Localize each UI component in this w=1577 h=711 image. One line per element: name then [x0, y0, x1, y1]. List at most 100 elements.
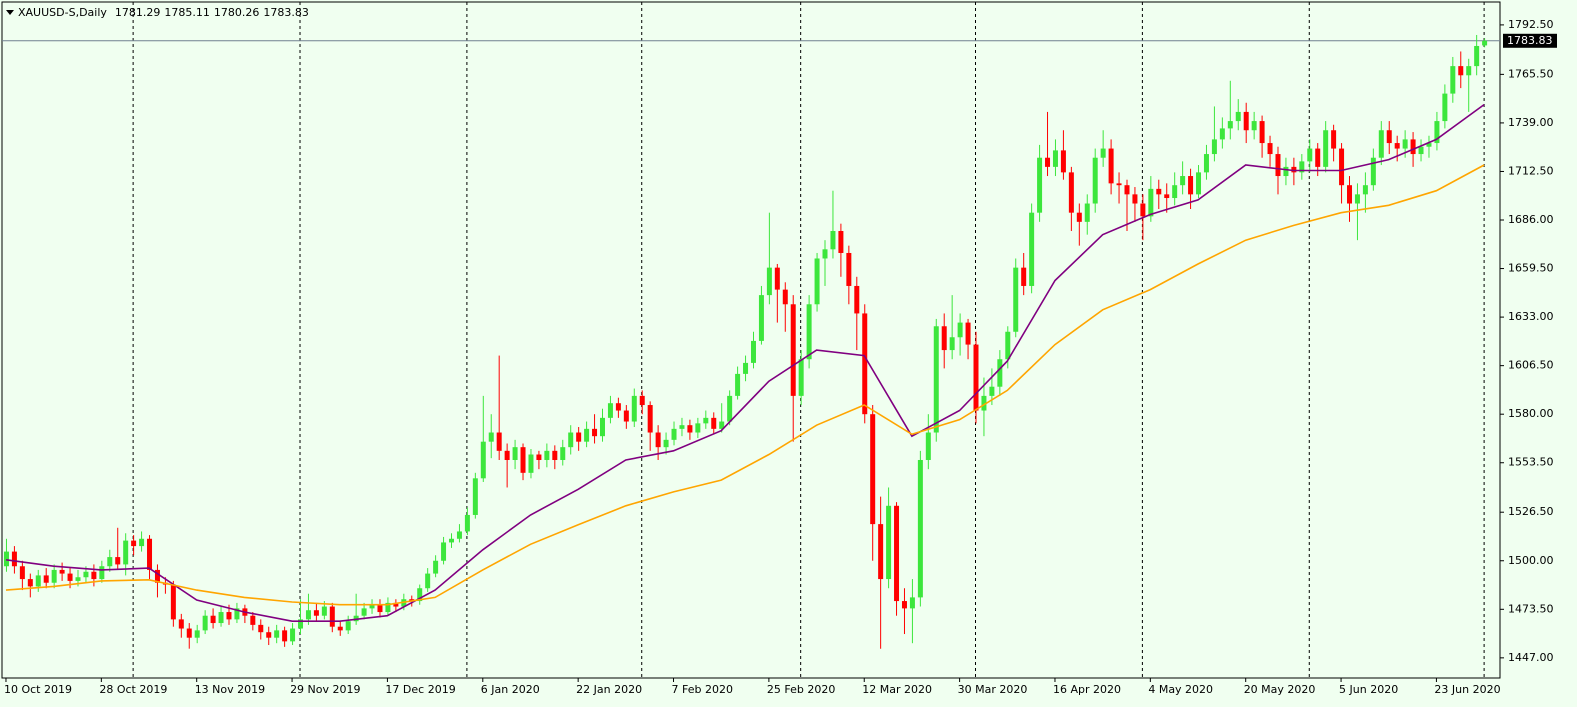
y-tick-label: 1553.50	[1508, 456, 1554, 469]
candle-body	[1418, 146, 1424, 155]
candle-body	[1299, 161, 1305, 173]
candle-body	[337, 626, 343, 631]
candle-body	[154, 569, 160, 583]
candle-body	[798, 359, 804, 396]
menu-triangle[interactable]	[6, 10, 14, 15]
symbol-label: XAUUSD-S,Daily	[18, 6, 107, 19]
candle-body	[202, 615, 208, 631]
candle-body	[1402, 139, 1408, 149]
x-tick-label: 22 Jan 2020	[576, 683, 642, 696]
candle-body	[552, 450, 558, 460]
candle-body	[750, 340, 756, 363]
candle-body	[727, 395, 733, 422]
candle-body	[1021, 267, 1027, 286]
candle-body	[536, 454, 542, 460]
candle-body	[274, 630, 280, 638]
candle-body	[719, 421, 725, 429]
candle-body	[1235, 111, 1241, 122]
moving-average-line	[5, 103, 1485, 622]
candle-body	[1466, 66, 1472, 76]
candle-body	[687, 425, 693, 433]
candles	[3, 34, 1488, 649]
y-tick-label: 1447.00	[1508, 651, 1554, 664]
candle-body	[3, 551, 9, 567]
y-tick-label: 1792.50	[1508, 18, 1554, 31]
candle-body	[266, 632, 272, 638]
candle-body	[1076, 212, 1082, 222]
candle-body	[1362, 185, 1368, 195]
y-tick-label: 1659.50	[1508, 262, 1554, 275]
candle-body	[1148, 188, 1154, 217]
candle-body	[1060, 150, 1066, 173]
candle-body	[226, 612, 232, 620]
candle-body	[703, 417, 709, 424]
candle-body	[377, 604, 383, 613]
candle-body	[1196, 172, 1202, 195]
candle-body	[1045, 157, 1051, 167]
y-tick-label: 1765.50	[1508, 67, 1554, 80]
candle-body	[1307, 148, 1313, 162]
candle-body	[647, 405, 653, 433]
candle-body	[35, 575, 41, 587]
candle-body	[925, 432, 931, 460]
candle-body	[1211, 139, 1217, 155]
candle-body	[631, 395, 637, 422]
candle-body	[353, 615, 359, 622]
candle-body	[1474, 45, 1480, 67]
y-tick-label: 1686.00	[1508, 213, 1554, 226]
candle-body	[695, 423, 701, 433]
x-tick-label: 23 Jun 2020	[1434, 683, 1500, 696]
candle-body	[51, 569, 57, 583]
candle-body	[472, 478, 478, 515]
candle-body	[1164, 194, 1170, 199]
candle-body	[735, 373, 741, 396]
y-tick-label: 1473.50	[1508, 602, 1554, 615]
candle-body	[790, 304, 796, 396]
candle-body	[584, 428, 590, 442]
candle-body	[417, 588, 423, 602]
candle-body	[456, 531, 462, 539]
candle-body	[1339, 148, 1345, 186]
candle-body	[758, 295, 764, 341]
candle-body	[814, 258, 820, 305]
x-tick-label: 12 Mar 2020	[862, 683, 932, 696]
y-tick-label: 1500.00	[1508, 554, 1554, 567]
candle-body	[1084, 203, 1090, 222]
candle-body	[1219, 128, 1225, 140]
x-tick-label: 7 Feb 2020	[672, 683, 733, 696]
current-price-label: 1783.83	[1507, 34, 1553, 47]
candle-body	[1251, 121, 1257, 131]
high-label: 1785.11	[164, 6, 210, 19]
candle-body	[369, 604, 375, 609]
candle-body	[941, 326, 947, 351]
candle-body	[766, 267, 772, 296]
candle-body	[504, 450, 510, 460]
x-tick-label: 20 May 2020	[1244, 683, 1316, 696]
candle-body	[170, 584, 176, 620]
candle-body	[385, 602, 391, 613]
candle-body	[599, 417, 605, 437]
y-tick-label: 1526.50	[1508, 505, 1554, 518]
x-tick-label: 4 May 2020	[1148, 683, 1213, 696]
candle-body	[1354, 194, 1360, 204]
candle-body	[894, 505, 900, 602]
candle-body	[59, 569, 65, 574]
candle-body	[1323, 130, 1329, 167]
candle-body	[441, 542, 447, 561]
candle-body	[949, 337, 955, 351]
candle-body	[1052, 150, 1058, 167]
candle-body	[27, 579, 33, 587]
candle-body	[870, 414, 876, 525]
candle-body	[878, 524, 884, 580]
candle-body	[298, 619, 304, 629]
candle-body	[901, 601, 907, 609]
candle-body	[107, 557, 113, 567]
candle-body	[973, 344, 979, 411]
candle-body	[83, 571, 89, 578]
candle-body	[1180, 176, 1186, 186]
candle-body	[43, 575, 49, 583]
candle-body	[19, 566, 25, 580]
candle-body	[512, 447, 518, 460]
